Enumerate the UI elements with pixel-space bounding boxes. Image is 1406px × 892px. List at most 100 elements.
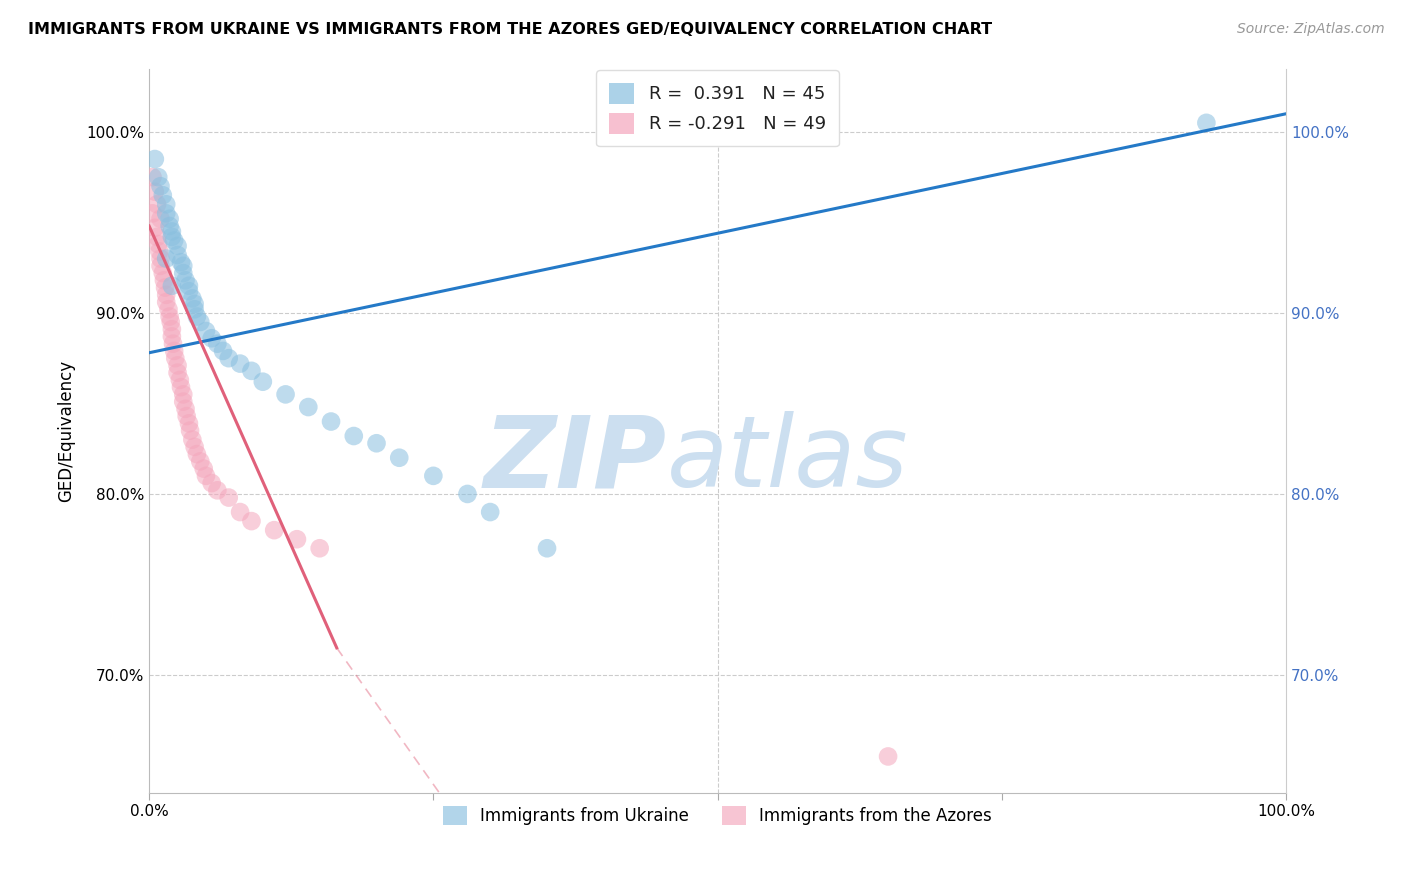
Point bbox=[159, 310, 181, 324]
Point bbox=[166, 248, 188, 262]
Point bbox=[536, 541, 558, 556]
Point bbox=[159, 315, 181, 329]
Point bbox=[181, 292, 204, 306]
Point bbox=[166, 239, 188, 253]
Legend: Immigrants from Ukraine, Immigrants from the Azores: Immigrants from Ukraine, Immigrants from… bbox=[433, 796, 1001, 835]
Point bbox=[155, 295, 177, 310]
Point bbox=[177, 417, 200, 431]
Point bbox=[201, 331, 224, 345]
Point bbox=[149, 259, 172, 273]
Point bbox=[343, 429, 366, 443]
Point bbox=[422, 468, 444, 483]
Text: ZIP: ZIP bbox=[484, 411, 666, 508]
Point bbox=[456, 487, 478, 501]
Point bbox=[148, 244, 170, 259]
Point bbox=[179, 424, 201, 438]
Point bbox=[155, 206, 177, 220]
Point bbox=[160, 322, 183, 336]
Point bbox=[186, 310, 208, 324]
Point bbox=[877, 749, 900, 764]
Point bbox=[148, 237, 170, 252]
Point bbox=[142, 170, 165, 185]
Point bbox=[148, 170, 170, 185]
Point bbox=[263, 523, 285, 537]
Point bbox=[169, 373, 191, 387]
Point bbox=[157, 302, 180, 317]
Point bbox=[218, 351, 240, 366]
Point bbox=[195, 468, 218, 483]
Point bbox=[143, 152, 166, 166]
Point bbox=[172, 259, 194, 273]
Point bbox=[149, 179, 172, 194]
Point bbox=[166, 359, 188, 373]
Point bbox=[229, 505, 252, 519]
Point bbox=[186, 447, 208, 461]
Point bbox=[240, 364, 263, 378]
Point bbox=[172, 387, 194, 401]
Point bbox=[163, 343, 186, 358]
Point bbox=[160, 230, 183, 244]
Point bbox=[166, 366, 188, 380]
Point bbox=[155, 197, 177, 211]
Point bbox=[319, 415, 342, 429]
Point bbox=[201, 476, 224, 491]
Point bbox=[153, 280, 176, 294]
Point bbox=[240, 514, 263, 528]
Point bbox=[308, 541, 330, 556]
Point bbox=[149, 252, 172, 266]
Point bbox=[176, 409, 198, 423]
Point bbox=[207, 483, 229, 498]
Point bbox=[155, 288, 177, 302]
Text: Source: ZipAtlas.com: Source: ZipAtlas.com bbox=[1237, 22, 1385, 37]
Point bbox=[181, 433, 204, 447]
Point bbox=[212, 343, 235, 358]
Text: atlas: atlas bbox=[666, 411, 908, 508]
Point bbox=[162, 336, 184, 351]
Point bbox=[252, 375, 274, 389]
Point bbox=[152, 266, 174, 280]
Point bbox=[146, 197, 169, 211]
Point bbox=[155, 252, 177, 266]
Point bbox=[297, 400, 319, 414]
Point bbox=[160, 278, 183, 293]
Point bbox=[146, 230, 169, 244]
Point bbox=[366, 436, 388, 450]
Point bbox=[207, 336, 229, 351]
Point bbox=[159, 219, 181, 233]
Point bbox=[143, 185, 166, 199]
Point bbox=[183, 440, 205, 454]
Point bbox=[183, 302, 205, 317]
Point bbox=[183, 297, 205, 311]
Point bbox=[479, 505, 502, 519]
Point bbox=[229, 357, 252, 371]
Point bbox=[149, 211, 172, 226]
Point bbox=[174, 273, 197, 287]
Point bbox=[159, 211, 181, 226]
Point bbox=[170, 380, 193, 394]
Point bbox=[1195, 116, 1218, 130]
Point bbox=[165, 351, 187, 366]
Point bbox=[170, 255, 193, 269]
Point bbox=[160, 329, 183, 343]
Point bbox=[152, 188, 174, 202]
Point bbox=[285, 532, 308, 546]
Point bbox=[188, 454, 211, 468]
Point bbox=[274, 387, 297, 401]
Text: IMMIGRANTS FROM UKRAINE VS IMMIGRANTS FROM THE AZORES GED/EQUIVALENCY CORRELATIO: IMMIGRANTS FROM UKRAINE VS IMMIGRANTS FR… bbox=[28, 22, 993, 37]
Point bbox=[174, 401, 197, 416]
Point bbox=[188, 315, 211, 329]
Point bbox=[143, 220, 166, 235]
Point bbox=[142, 206, 165, 220]
Point bbox=[160, 224, 183, 238]
Point bbox=[195, 324, 218, 338]
Point bbox=[177, 278, 200, 293]
Point bbox=[193, 461, 215, 475]
Point bbox=[163, 234, 186, 248]
Point bbox=[153, 273, 176, 287]
Point bbox=[388, 450, 411, 465]
Point bbox=[172, 266, 194, 280]
Point bbox=[218, 491, 240, 505]
Y-axis label: GED/Equivalency: GED/Equivalency bbox=[58, 359, 75, 501]
Point bbox=[172, 394, 194, 409]
Point bbox=[177, 284, 200, 298]
